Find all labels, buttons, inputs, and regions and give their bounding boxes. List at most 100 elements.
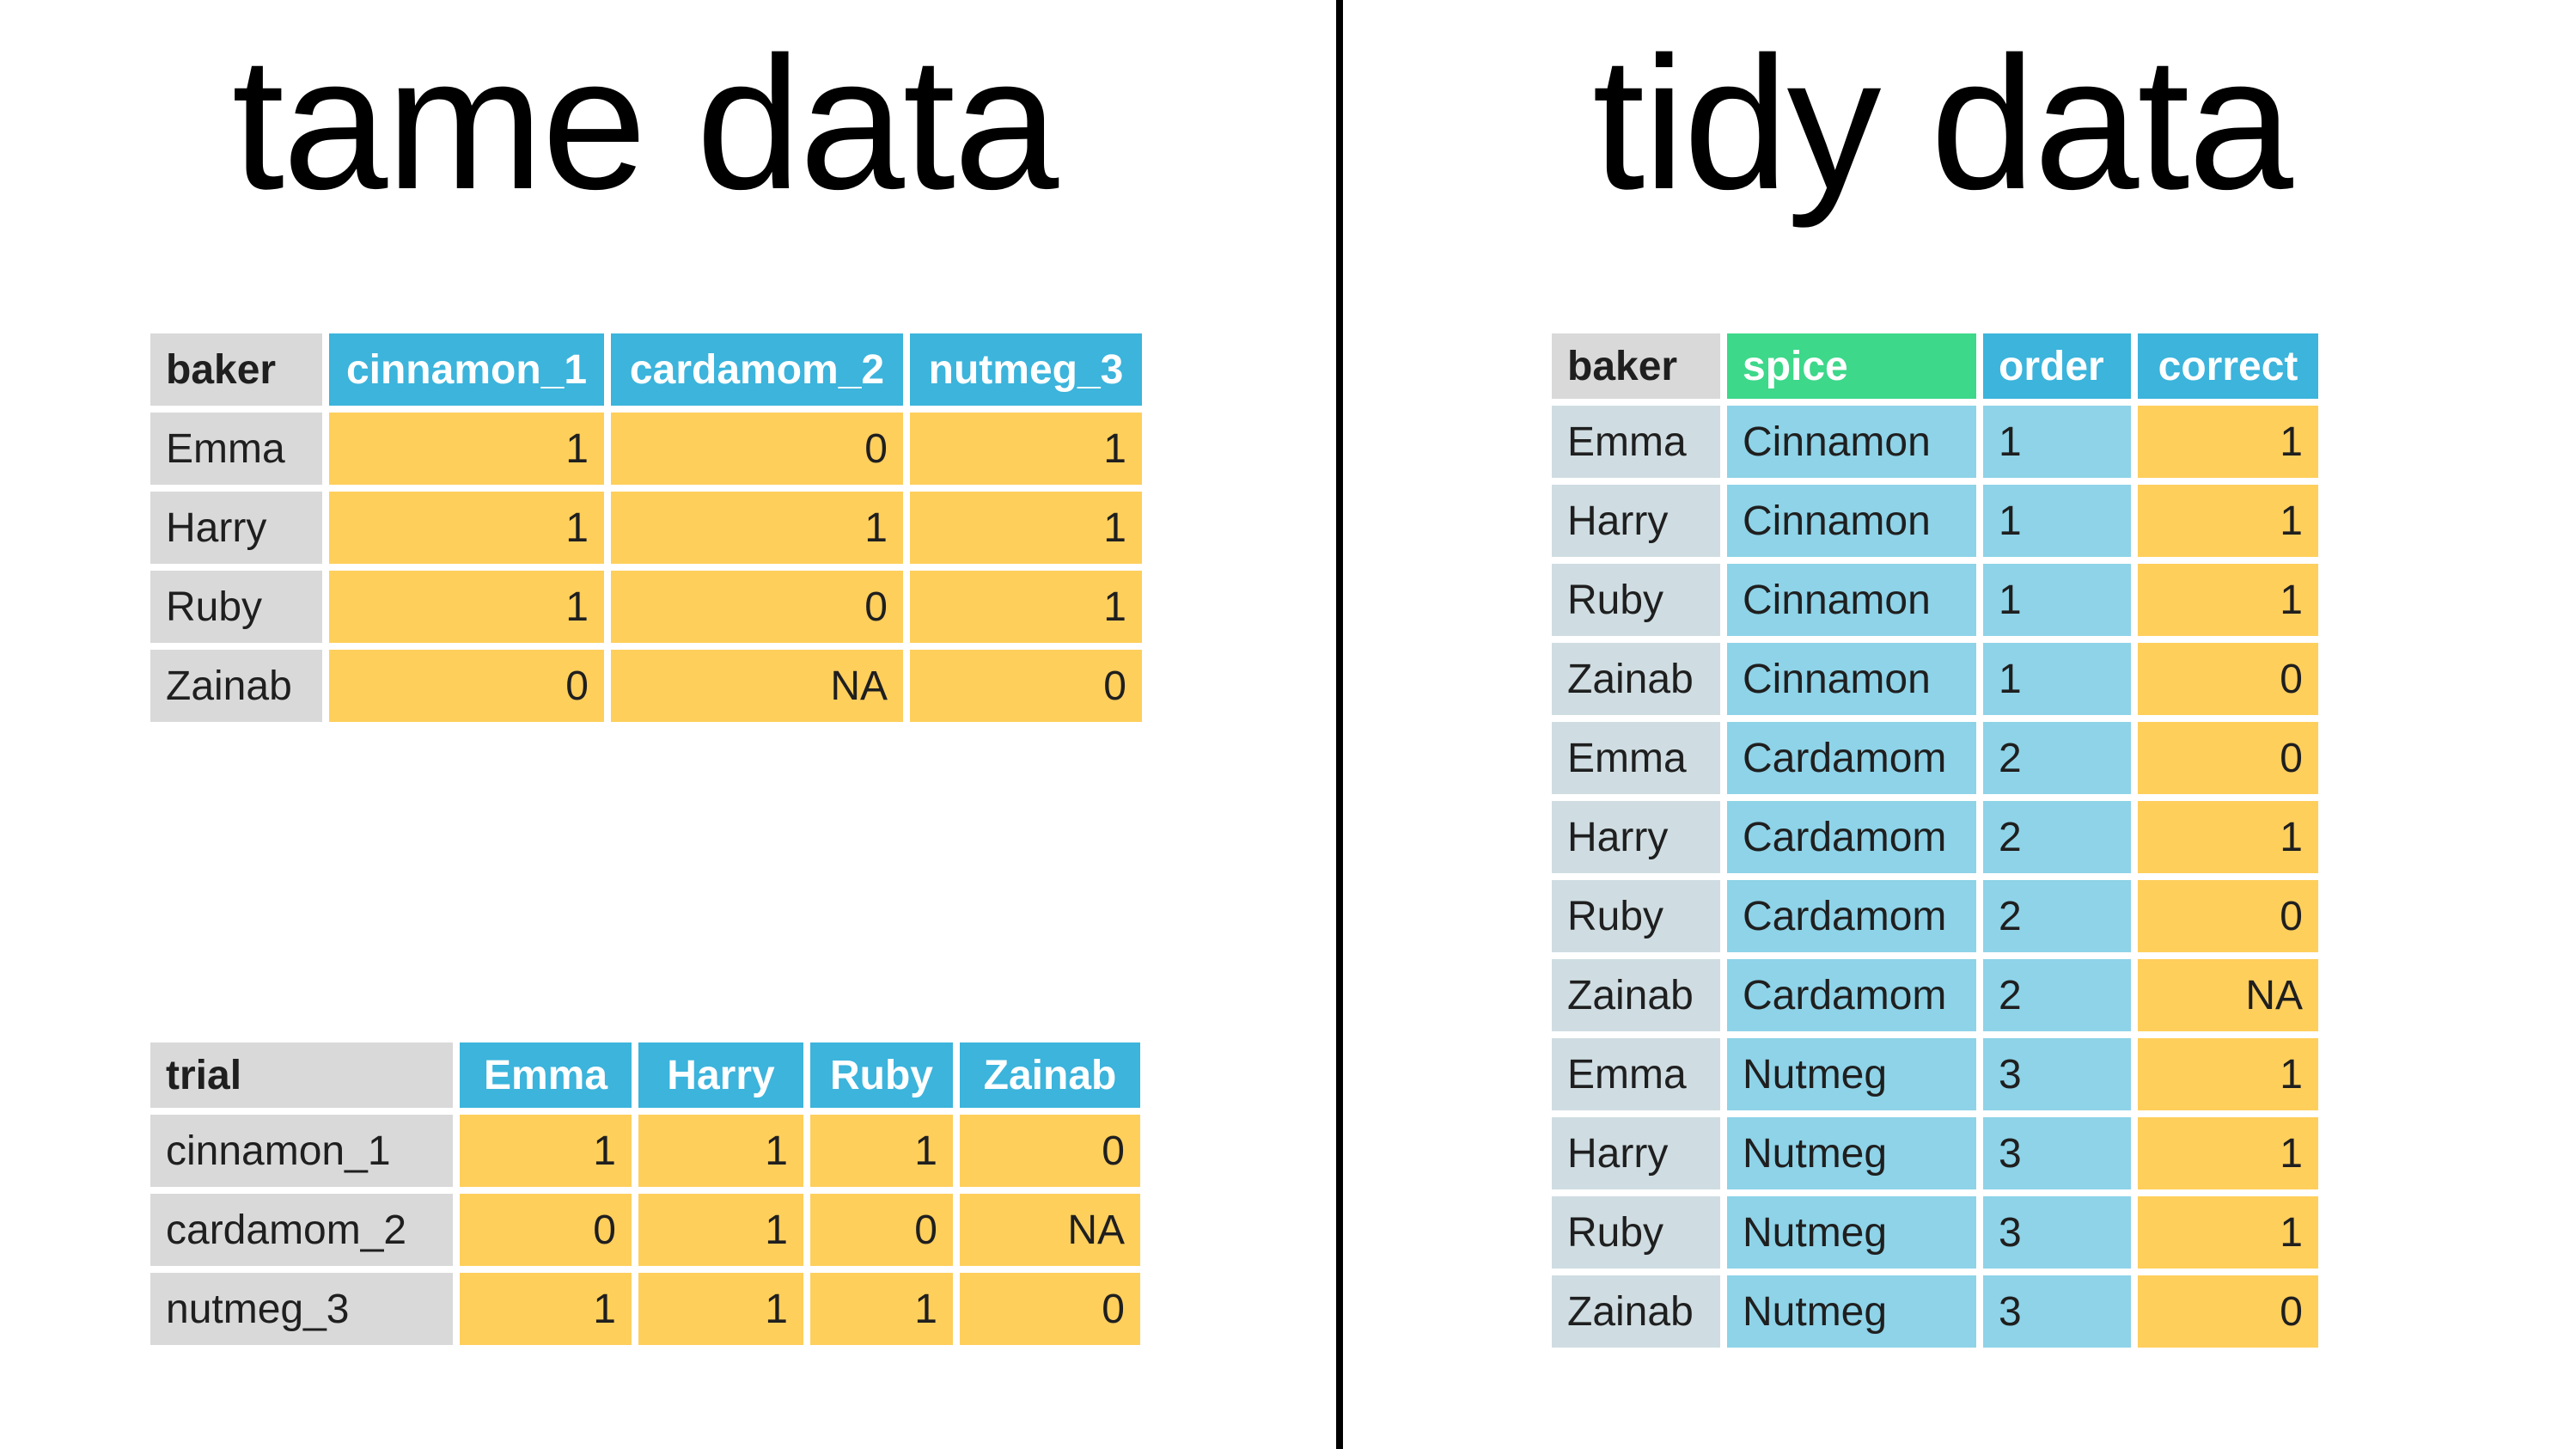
spice-cell: Cardamom [1727, 801, 1976, 873]
correct-cell: 1 [2138, 406, 2318, 478]
order-cell: 1 [1983, 406, 2131, 478]
spice-cell: Cardamom [1727, 959, 1976, 1031]
baker-cell: Ruby [1552, 564, 1720, 636]
table-row: Harry Cinnamon 1 1 [1552, 485, 2318, 557]
order-cell: 1 [1983, 485, 2131, 557]
order-cell: 1 [1983, 564, 2131, 636]
value-cell: 0 [960, 1273, 1140, 1345]
correct-cell: 1 [2138, 485, 2318, 557]
order-cell: 2 [1983, 959, 2131, 1031]
value-cell: 1 [329, 571, 604, 643]
correct-cell: 0 [2138, 880, 2318, 952]
correct-cell: 1 [2138, 564, 2318, 636]
correct-cell: NA [2138, 959, 2318, 1031]
value-cell: 0 [611, 571, 903, 643]
tidy-table: baker spice order correct Emma Cinnamon … [1545, 327, 2325, 1354]
value-cell: 0 [960, 1115, 1140, 1187]
value-cell: 1 [611, 492, 903, 564]
order-cell: 2 [1983, 801, 2131, 873]
value-cell: 0 [460, 1194, 632, 1266]
header-cell: Emma [460, 1042, 632, 1108]
value-cell: 1 [810, 1115, 953, 1187]
value-cell: 0 [611, 413, 903, 485]
baker-cell: Harry [150, 492, 322, 564]
correct-cell: 1 [2138, 1038, 2318, 1110]
table-row: nutmeg_3 1 1 1 0 [150, 1273, 1140, 1345]
value-cell: 1 [910, 413, 1142, 485]
order-cell: 2 [1983, 722, 2131, 794]
value-cell: 1 [638, 1194, 803, 1266]
table-header-row: baker spice order correct [1552, 333, 2318, 399]
spice-cell: Cinnamon [1727, 564, 1976, 636]
correct-cell: 0 [2138, 1275, 2318, 1348]
header-cell: nutmeg_3 [910, 333, 1142, 406]
table-row: Zainab Cinnamon 1 0 [1552, 643, 2318, 715]
value-cell: 1 [638, 1273, 803, 1345]
table-row: Emma Cardamom 2 0 [1552, 722, 2318, 794]
baker-cell: Emma [1552, 722, 1720, 794]
table-row: cinnamon_1 1 1 1 0 [150, 1115, 1140, 1187]
baker-cell: Ruby [1552, 880, 1720, 952]
tame-transposed-table: trial Emma Harry Ruby Zainab cinnamon_1 … [143, 1036, 1147, 1352]
value-cell: 1 [910, 571, 1142, 643]
header-cell: Zainab [960, 1042, 1140, 1108]
baker-cell: Ruby [150, 571, 322, 643]
baker-cell: Emma [1552, 1038, 1720, 1110]
title-tidy-data: tidy data [1592, 17, 2293, 229]
trial-cell: cinnamon_1 [150, 1115, 453, 1187]
spice-cell: Nutmeg [1727, 1038, 1976, 1110]
correct-cell: 1 [2138, 1117, 2318, 1189]
header-cell: order [1983, 333, 2131, 399]
baker-cell: Emma [150, 413, 322, 485]
correct-cell: 1 [2138, 801, 2318, 873]
value-cell: 1 [329, 413, 604, 485]
value-cell: 1 [329, 492, 604, 564]
baker-cell: Zainab [1552, 1275, 1720, 1348]
header-cell: cardamom_2 [611, 333, 903, 406]
table-row: Harry Nutmeg 3 1 [1552, 1117, 2318, 1189]
spice-cell: Cardamom [1727, 880, 1976, 952]
value-cell: 0 [329, 650, 604, 722]
header-cell: spice [1727, 333, 1976, 399]
title-tame-data: tame data [231, 17, 1059, 229]
table-header-row: baker cinnamon_1 cardamom_2 nutmeg_3 [150, 333, 1142, 406]
spice-cell: Cinnamon [1727, 485, 1976, 557]
spice-cell: Cinnamon [1727, 643, 1976, 715]
baker-cell: Harry [1552, 485, 1720, 557]
order-cell: 3 [1983, 1196, 2131, 1269]
baker-cell: Zainab [1552, 643, 1720, 715]
table-row: Emma Nutmeg 3 1 [1552, 1038, 2318, 1110]
table-row: cardamom_2 0 1 0 NA [150, 1194, 1140, 1266]
baker-cell: Zainab [1552, 959, 1720, 1031]
table-row: Ruby 1 0 1 [150, 571, 1142, 643]
table-row: Harry Cardamom 2 1 [1552, 801, 2318, 873]
spice-cell: Cinnamon [1727, 406, 1976, 478]
value-cell: 0 [810, 1194, 953, 1266]
header-cell: Harry [638, 1042, 803, 1108]
order-cell: 2 [1983, 880, 2131, 952]
header-cell: baker [150, 333, 322, 406]
order-cell: 3 [1983, 1038, 2131, 1110]
value-cell: NA [960, 1194, 1140, 1266]
table-row: Emma 1 0 1 [150, 413, 1142, 485]
baker-cell: Ruby [1552, 1196, 1720, 1269]
table-header-row: trial Emma Harry Ruby Zainab [150, 1042, 1140, 1108]
table-row: Ruby Cardamom 2 0 [1552, 880, 2318, 952]
table-row: Zainab 0 NA 0 [150, 650, 1142, 722]
spice-cell: Nutmeg [1727, 1275, 1976, 1348]
baker-cell: Harry [1552, 1117, 1720, 1189]
table-row: Ruby Cinnamon 1 1 [1552, 564, 2318, 636]
spice-cell: Nutmeg [1727, 1117, 1976, 1189]
order-cell: 3 [1983, 1275, 2131, 1348]
value-cell: 1 [638, 1115, 803, 1187]
table-row: Zainab Nutmeg 3 0 [1552, 1275, 2318, 1348]
header-cell: correct [2138, 333, 2318, 399]
order-cell: 3 [1983, 1117, 2131, 1189]
header-cell: cinnamon_1 [329, 333, 604, 406]
table-row: Zainab Cardamom 2 NA [1552, 959, 2318, 1031]
order-cell: 1 [1983, 643, 2131, 715]
correct-cell: 1 [2138, 1196, 2318, 1269]
baker-cell: Harry [1552, 801, 1720, 873]
value-cell: 1 [810, 1273, 953, 1345]
trial-cell: cardamom_2 [150, 1194, 453, 1266]
